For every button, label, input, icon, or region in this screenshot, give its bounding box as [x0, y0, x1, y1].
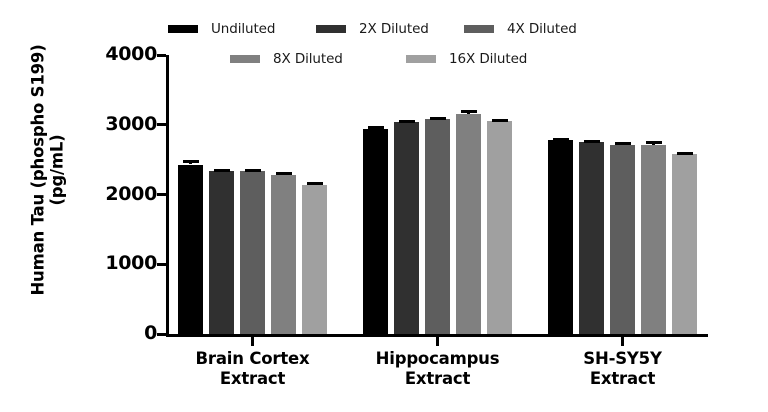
error-bar-cap — [213, 169, 230, 173]
bar[interactable] — [579, 142, 604, 334]
x-axis-group-label: Hippocampus Extract — [348, 349, 528, 389]
x-axis-group-label: SH-SY5Y Extract — [533, 349, 713, 389]
error-bar-cap — [676, 151, 693, 155]
legend-swatch-16x-diluted — [406, 55, 436, 63]
y-axis-tick — [157, 53, 166, 57]
bar[interactable] — [548, 140, 573, 334]
error-bar-cap — [614, 141, 631, 145]
legend-item-8x-diluted[interactable]: 8X Diluted — [230, 51, 343, 67]
y-axis-tick — [157, 262, 166, 266]
x-axis-line — [166, 334, 708, 337]
bar[interactable] — [641, 144, 666, 334]
y-axis-title: Human Tau (phospho S199) (pg/mL) — [29, 44, 68, 295]
plot-area: 0 1000 2000 3000 4000 Brain Cortex Extract Hip… — [105, 45, 708, 388]
bar[interactable] — [610, 144, 635, 334]
bar[interactable] — [363, 128, 388, 334]
x-axis-group-label-line: Extract — [589, 368, 656, 388]
x-axis-group-tick — [621, 337, 624, 346]
error-bar-cap — [460, 109, 477, 113]
error-bar-cap — [491, 119, 508, 123]
x-axis-group-label-line: Brain Cortex — [195, 349, 310, 368]
bar[interactable] — [672, 154, 697, 334]
legend-swatch-8x-diluted — [230, 55, 260, 63]
error-bar-cap — [429, 117, 446, 121]
legend-swatch-4x-diluted — [464, 25, 494, 33]
bar[interactable] — [425, 119, 450, 334]
bar[interactable] — [487, 121, 512, 334]
x-axis-group-label-line: Extract — [219, 368, 286, 388]
error-bar-cap — [645, 141, 662, 145]
y-axis-tick — [157, 193, 166, 196]
y-axis-tick-labels: 0 1000 2000 3000 4000 — [91, 45, 157, 343]
legend-label-4x-diluted: 4X Diluted — [507, 21, 577, 37]
y-axis-tick-label: 4000 — [105, 43, 157, 65]
x-axis-group-label: Brain Cortex Extract — [163, 349, 343, 389]
error-bar-cap — [367, 125, 384, 129]
legend-label-16x-diluted: 16X Diluted — [449, 51, 528, 67]
error-bar-cap — [244, 168, 261, 172]
legend-item-16x-diluted[interactable]: 16X Diluted — [406, 51, 527, 67]
x-axis-group-label-line: SH-SY5Y — [583, 349, 662, 368]
y-axis-title-line-1: Human Tau (phospho S199) — [28, 44, 48, 296]
bar[interactable] — [240, 170, 265, 334]
x-axis-group-tick — [436, 337, 439, 346]
error-bar-cap — [182, 160, 199, 164]
chart-legend: Undiluted 2X Diluted 4X Diluted 8X Dilut… — [168, 12, 608, 70]
bar[interactable] — [209, 171, 234, 334]
y-axis-tick — [157, 123, 166, 127]
legend-swatch-2x-diluted — [316, 25, 346, 33]
x-axis-group-label-line: Extract — [404, 368, 471, 388]
y-axis-tick-label: 3000 — [105, 112, 157, 135]
y-axis-title-container: Human Tau (phospho S199) (pg/mL) — [0, 0, 96, 340]
error-bar-cap — [398, 119, 415, 123]
y-axis-tick-label: 0 — [144, 322, 157, 344]
legend-label-2x-diluted: 2X Diluted — [359, 21, 429, 37]
legend-item-undiluted[interactable]: Undiluted — [168, 21, 275, 37]
y-axis-line — [166, 55, 169, 334]
legend-label-8x-diluted: 8X Diluted — [273, 51, 343, 67]
y-axis-title-line-2: (pg/mL) — [48, 134, 67, 206]
y-axis-tick-label: 2000 — [105, 182, 157, 205]
legend-item-4x-diluted[interactable]: 4X Diluted — [464, 21, 577, 37]
x-axis-group-label-line: Hippocampus — [375, 349, 500, 368]
bar[interactable] — [456, 114, 481, 334]
error-bar-cap — [552, 138, 569, 141]
bar[interactable] — [302, 184, 327, 334]
x-axis-group-tick — [251, 337, 254, 346]
bar[interactable] — [394, 122, 419, 334]
bar[interactable] — [271, 174, 296, 334]
legend-swatch-undiluted — [168, 25, 198, 33]
bar[interactable] — [178, 164, 203, 334]
legend-item-2x-diluted[interactable]: 2X Diluted — [316, 21, 429, 37]
y-axis-tick-label: 1000 — [105, 252, 157, 275]
error-bar-cap — [275, 171, 292, 175]
legend-label-undiluted: Undiluted — [211, 21, 276, 37]
error-bar-cap — [306, 181, 323, 185]
error-bar-cap — [583, 139, 600, 143]
y-axis-tick — [157, 332, 166, 336]
